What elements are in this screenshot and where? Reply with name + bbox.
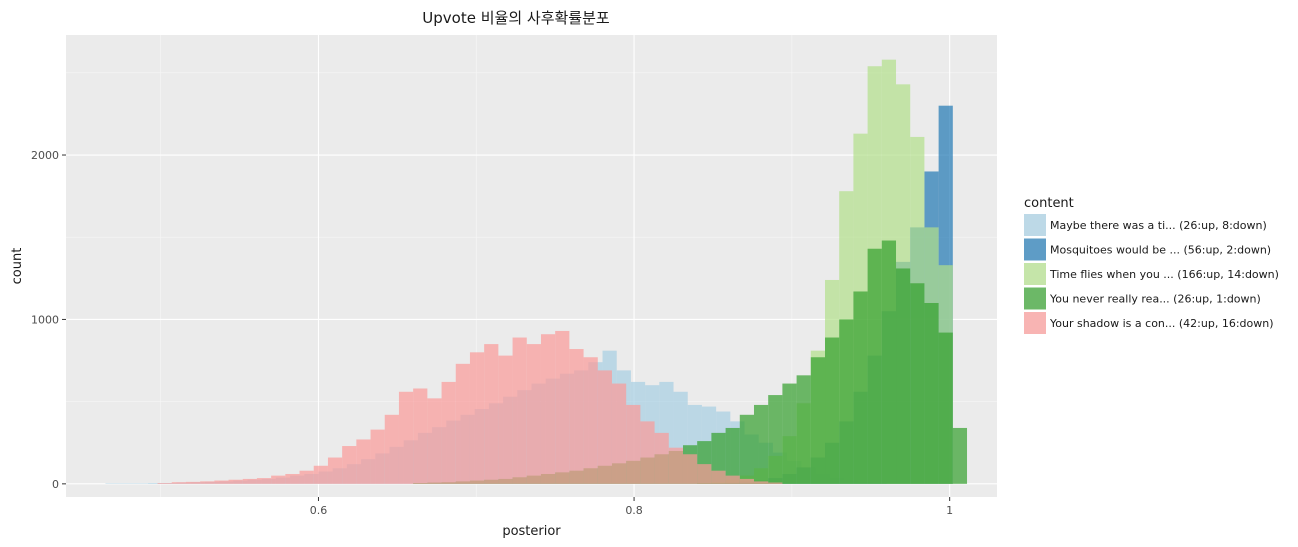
- legend-title: content: [1024, 196, 1074, 211]
- histogram-bar: [654, 432, 669, 484]
- histogram-bar: [171, 482, 186, 484]
- y-axis-ticks: 0 1000 2000: [31, 149, 66, 491]
- histogram-bar: [924, 302, 939, 484]
- legend-swatch: [1024, 287, 1046, 310]
- histogram-bar: [640, 421, 655, 484]
- histogram-bar: [271, 475, 286, 484]
- histogram-bar: [148, 483, 163, 484]
- histogram-bar: [214, 480, 229, 484]
- histogram-bar: [200, 481, 215, 484]
- histogram-bar: [342, 446, 357, 484]
- legend-swatch: [1024, 214, 1046, 236]
- histogram-bar: [739, 478, 754, 484]
- histogram-bar: [427, 398, 442, 484]
- histogram-bar: [299, 470, 314, 484]
- histogram-bar: [285, 473, 300, 484]
- histogram-bar: [512, 337, 527, 484]
- histogram-bar: [725, 427, 740, 484]
- x-tick-label: 1: [946, 504, 953, 517]
- legend-item: Your shadow is a con... (42:up, 16:down): [1024, 312, 1274, 334]
- histogram-bar: [853, 291, 868, 484]
- histogram-bar: [753, 404, 769, 484]
- x-axis-ticks: 0.6 0.8 1: [310, 497, 953, 517]
- legend-swatch: [1024, 263, 1046, 285]
- histogram-bar: [242, 478, 257, 484]
- histogram-bar: [952, 427, 968, 484]
- histogram-bar: [526, 344, 541, 484]
- legend-item: Maybe there was a ti... (26:up, 8:down): [1024, 214, 1267, 236]
- histogram-bar: [327, 457, 343, 484]
- histogram-bar: [157, 483, 172, 484]
- histogram-bar: [711, 470, 726, 484]
- histogram-bar: [938, 332, 953, 484]
- histogram-bar: [867, 248, 882, 484]
- histogram-bar: [555, 330, 570, 484]
- y-tick-label: 0: [52, 478, 59, 491]
- histogram-bar: [768, 395, 783, 484]
- y-axis-title: count: [10, 248, 25, 285]
- histogram-bar: [370, 429, 385, 484]
- legend-item: Mosquitoes would be ... (56:up, 2:down): [1024, 238, 1271, 261]
- histogram-bar: [725, 475, 740, 484]
- histogram-bar: [540, 334, 556, 484]
- histogram-bar: [484, 344, 499, 484]
- histogram-bar: [682, 454, 698, 484]
- legend-swatch: [1024, 238, 1046, 261]
- histogram-bar: [455, 363, 470, 484]
- legend-items: Maybe there was a ti... (26:up, 8:down) M…: [1024, 214, 1279, 334]
- histogram-bar: [739, 414, 754, 484]
- histogram-bar: [583, 357, 598, 484]
- legend-label: Maybe there was a ti... (26:up, 8:down): [1050, 219, 1267, 232]
- histogram-bar: [668, 447, 683, 484]
- histogram-bar: [626, 404, 641, 484]
- histogram-bar: [768, 482, 783, 484]
- chart-title: Upvote 비율의 사후확률분포: [422, 9, 610, 27]
- histogram-bar: [569, 349, 584, 484]
- x-axis-title: posterior: [502, 524, 561, 539]
- histogram-bar: [910, 283, 925, 484]
- y-tick-label: 1000: [31, 313, 59, 326]
- legend: content Maybe there was a ti... (26:up, …: [1024, 196, 1279, 334]
- histogram-bars: [105, 59, 968, 484]
- legend-item: Time flies when you ... (166:up, 14:down…: [1024, 263, 1279, 285]
- histogram-bar: [256, 478, 272, 484]
- histogram-bar: [185, 481, 201, 484]
- histogram-bar: [611, 383, 627, 484]
- histogram-bar: [356, 439, 371, 484]
- histogram-bar: [469, 352, 485, 484]
- legend-label: Mosquitoes would be ... (56:up, 2:down): [1050, 244, 1271, 257]
- histogram-bar: [384, 414, 399, 484]
- legend-item: You never really rea... (26:up, 1:down): [1024, 287, 1261, 310]
- histogram-bar: [697, 464, 712, 484]
- histogram-bar: [896, 268, 911, 484]
- histogram-bar: [810, 357, 826, 484]
- histogram-bar: [839, 319, 854, 484]
- histogram-bar: [597, 370, 612, 484]
- histogram-bar: [753, 481, 769, 484]
- series-5: [157, 330, 783, 484]
- histogram-bar: [881, 240, 897, 484]
- x-tick-label: 0.8: [625, 504, 643, 517]
- legend-label: Time flies when you ... (166:up, 14:down…: [1049, 268, 1279, 281]
- histogram-bar: [782, 383, 797, 484]
- histogram-bar: [441, 381, 456, 484]
- legend-swatch: [1024, 312, 1046, 334]
- histogram-bar: [313, 465, 328, 484]
- legend-label: Your shadow is a con... (42:up, 16:down): [1049, 317, 1274, 330]
- y-tick-label: 2000: [31, 149, 59, 162]
- histogram-bar: [413, 388, 428, 484]
- histogram-bar: [228, 479, 243, 484]
- histogram-bar: [825, 337, 840, 484]
- histogram-bar: [398, 391, 414, 484]
- histogram-bar: [796, 375, 811, 484]
- x-tick-label: 0.6: [310, 504, 328, 517]
- histogram-bar: [498, 355, 513, 484]
- legend-label: You never really rea... (26:up, 1:down): [1049, 293, 1261, 306]
